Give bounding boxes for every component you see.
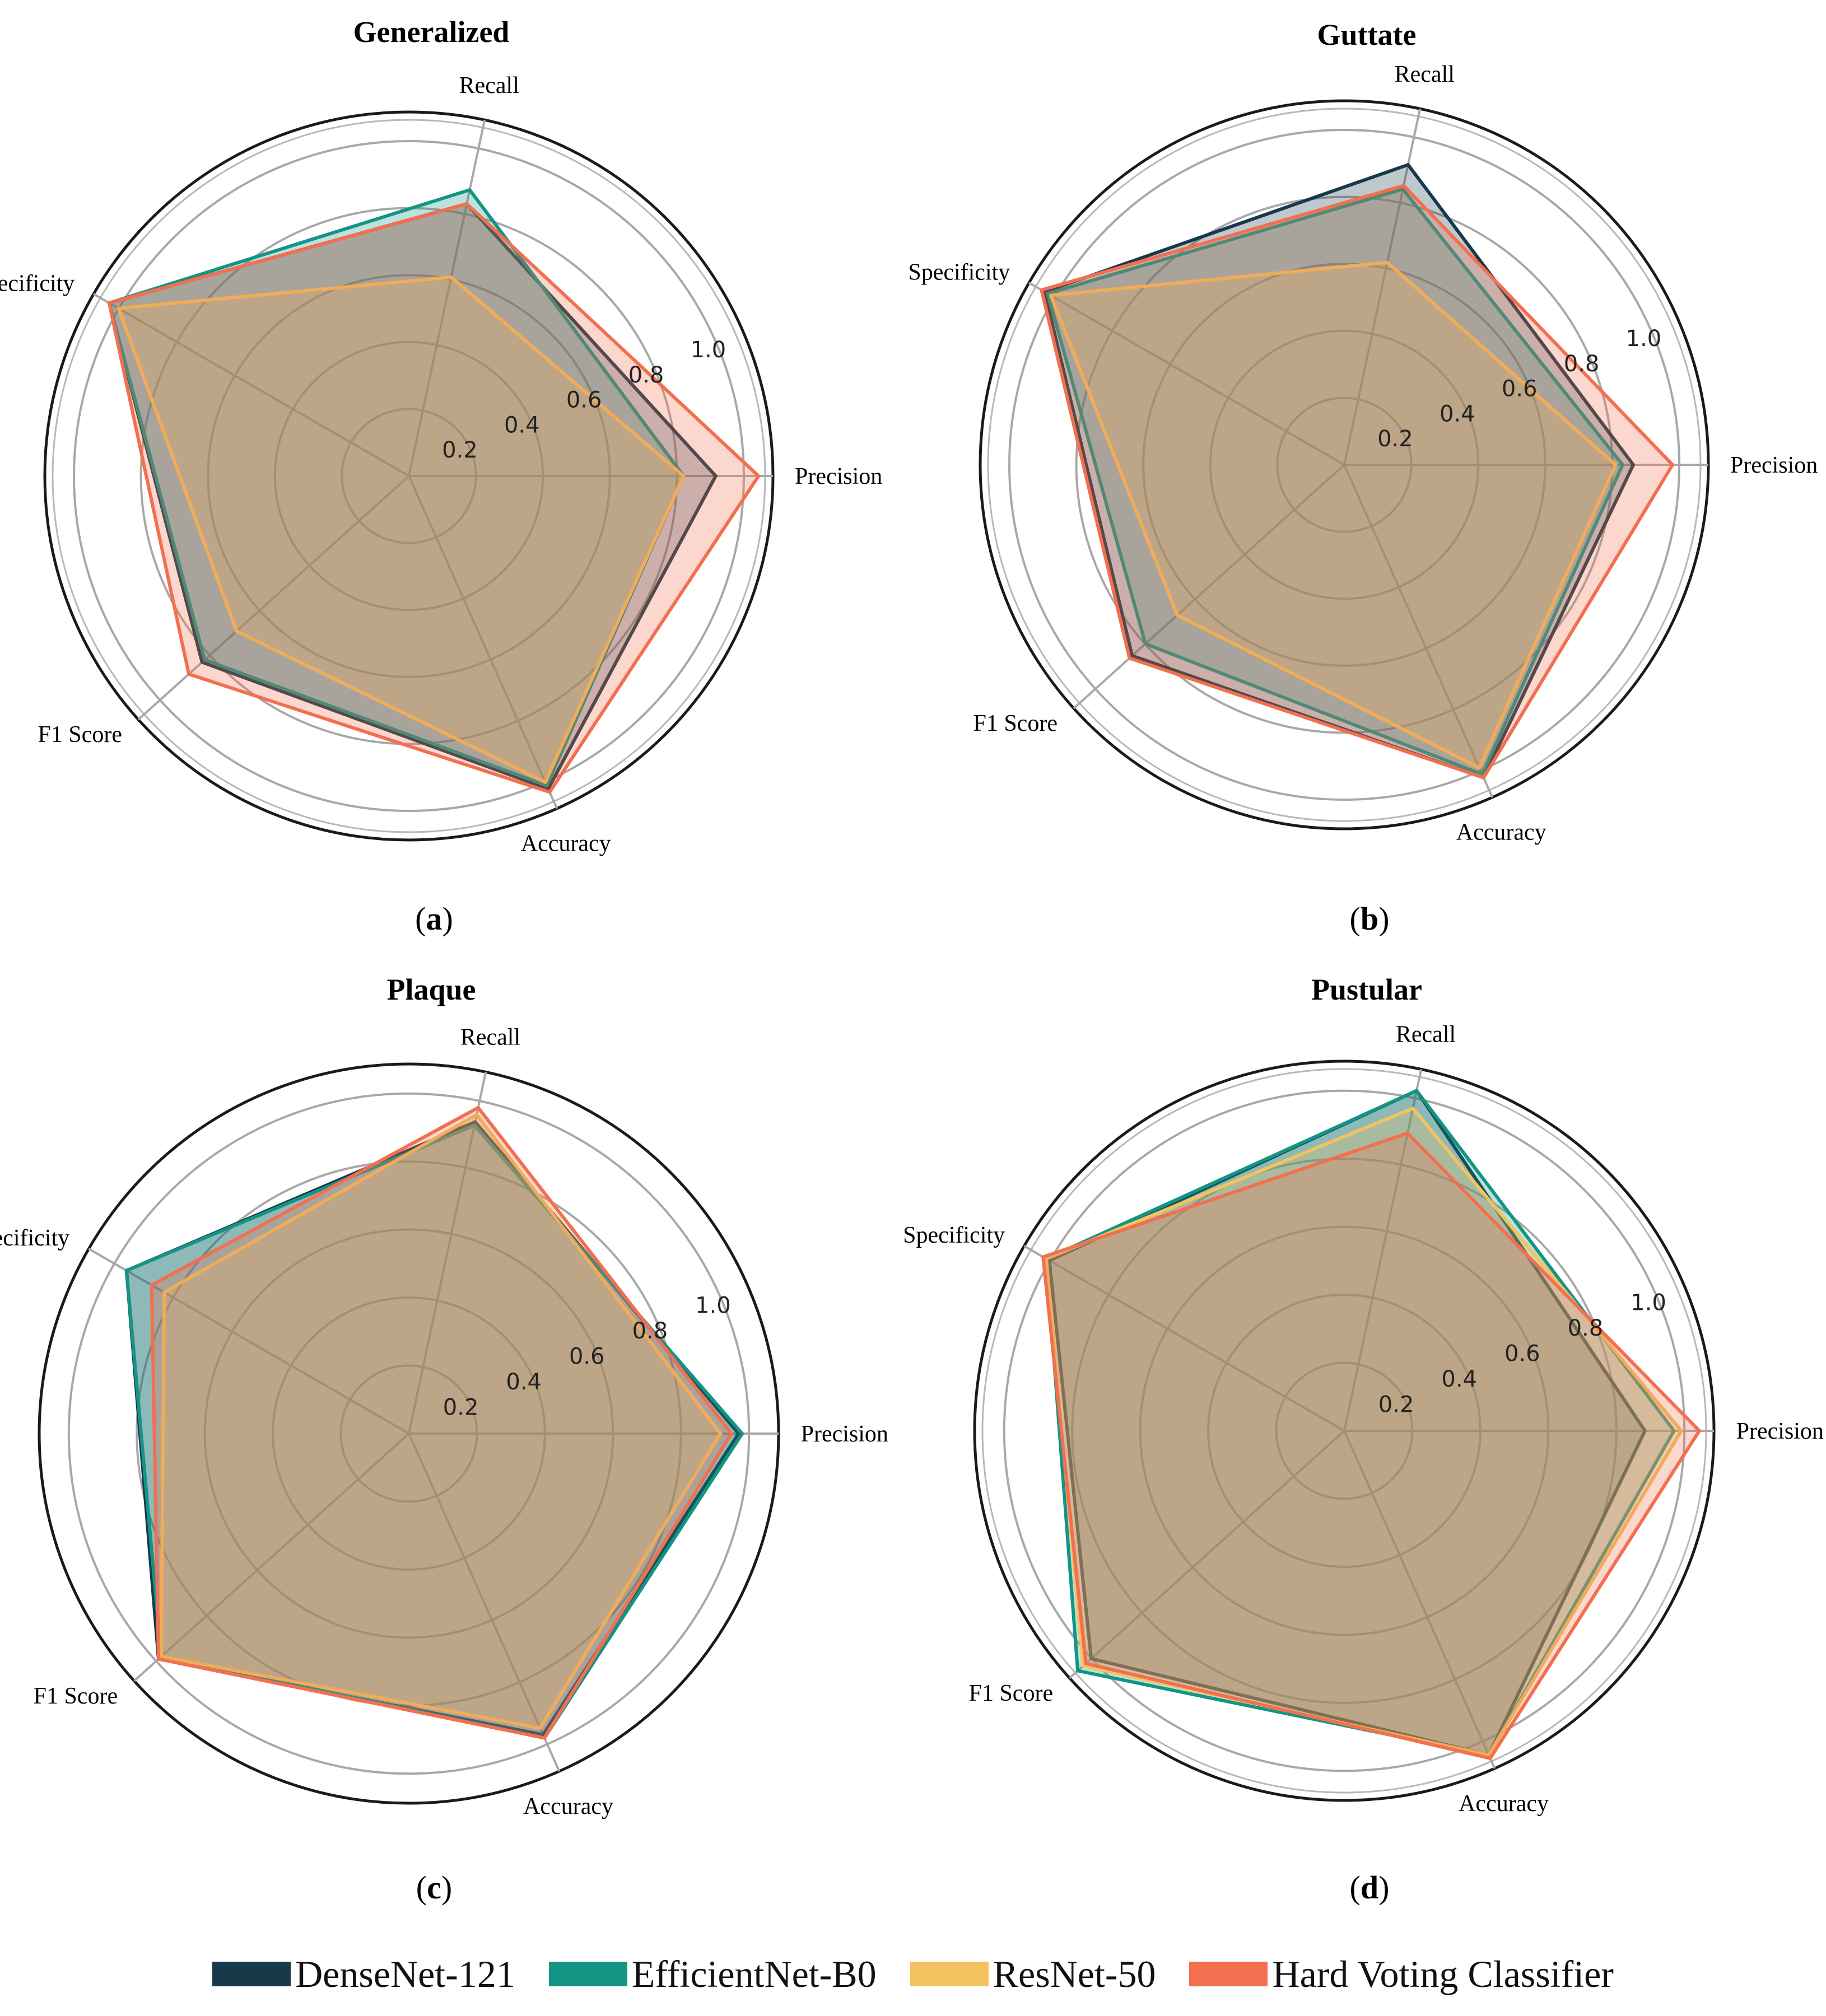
series-resnet-50 xyxy=(117,275,686,785)
legend-swatch xyxy=(1189,1962,1268,1986)
axis-spoke xyxy=(1343,1069,1423,1431)
axis-label-accuracy: Accuracy xyxy=(521,830,611,856)
axis-spoke xyxy=(1343,108,1422,465)
radar-panel-a: Generalized 0.2 0.4 0.6 0.8 1.0 Precision Recal… xyxy=(0,15,882,937)
series-hard-voting-classifier xyxy=(107,202,761,794)
legend-label: EfficientNet-B0 xyxy=(631,1952,877,1995)
panel-letter: (a) xyxy=(415,900,453,937)
axis-spoke xyxy=(93,293,409,477)
axis-spoke xyxy=(1343,464,1494,798)
tick-label: 1.0 xyxy=(695,1293,731,1319)
legend-item-resnet: ResNet-50 xyxy=(910,1952,1156,1996)
axis-label-precision: Precision xyxy=(795,464,882,489)
axis-spoke xyxy=(408,475,558,809)
tick-label: 0.2 xyxy=(1377,426,1413,452)
axis-spoke xyxy=(137,475,410,721)
tick-label: 0.8 xyxy=(1568,1315,1604,1341)
panel-letter: (c) xyxy=(416,1869,452,1906)
axis-spoke xyxy=(1023,1245,1345,1432)
panel-title: Pustular xyxy=(1311,973,1422,1006)
tick-label: 0.2 xyxy=(1378,1392,1414,1418)
tick-label: 1.0 xyxy=(1626,326,1662,352)
legend-item-densenet: DenseNet-121 xyxy=(212,1952,515,1996)
axis-label-precision: Precision xyxy=(801,1421,888,1447)
axis-spoke xyxy=(1343,1430,1496,1769)
tick-label: 0.4 xyxy=(504,412,540,438)
tick-label: 0.6 xyxy=(1502,376,1538,402)
tick-label: 0.8 xyxy=(1564,351,1600,377)
tick-label: 1.0 xyxy=(691,337,726,363)
axis-spoke xyxy=(1028,282,1345,466)
axis-label-f1-score: F1 Score xyxy=(34,1683,118,1709)
tick-label: 0.2 xyxy=(442,437,478,463)
radar-panel-c: Plaque 0.2 0.4 0.6 0.8 1.0 Precision Recall Spec… xyxy=(0,973,888,1906)
legend-swatch xyxy=(548,1962,627,1986)
axis-label-recall: Recall xyxy=(459,73,519,99)
legend-label: ResNet-50 xyxy=(993,1952,1156,1995)
series-densenet-121 xyxy=(1047,1089,1647,1757)
tick-label: 0.4 xyxy=(1441,1366,1477,1392)
legend-swatch xyxy=(212,1962,291,1986)
legend-label: DenseNet-121 xyxy=(295,1952,515,1995)
series-densenet-121 xyxy=(1042,163,1635,780)
axis-label-accuracy: Accuracy xyxy=(1456,819,1546,845)
panel-letter: (b) xyxy=(1350,900,1390,937)
tick-label: 0.8 xyxy=(628,362,664,388)
tick-label: 0.6 xyxy=(569,1344,605,1370)
panel-title: Guttate xyxy=(1317,18,1417,52)
panel-title: Plaque xyxy=(386,973,476,1006)
axis-label-specificity: Specificity xyxy=(903,1222,1005,1248)
axis-label-specificity: Specificity xyxy=(908,260,1010,286)
axis-spoke xyxy=(408,119,486,477)
legend-swatch xyxy=(910,1962,989,1986)
legend-label: Hard Voting Classifier xyxy=(1272,1952,1614,1995)
axis-spoke xyxy=(88,1248,409,1435)
radar-panel-b: Guttate 0.2 0.4 0.6 0.8 1.0 Precision Recall Spe… xyxy=(908,18,1818,937)
panel-letter: (d) xyxy=(1350,1869,1390,1906)
legend-item-hard-voting: Hard Voting Classifier xyxy=(1189,1952,1614,1996)
series-resnet-50 xyxy=(1049,260,1618,770)
axis-spoke xyxy=(133,1432,410,1682)
axis-spoke xyxy=(1073,464,1345,710)
axis-label-specificity: Specificity xyxy=(0,271,74,297)
tick-label: 0.4 xyxy=(1440,401,1475,427)
tick-label: 0.8 xyxy=(632,1318,668,1344)
axis-label-recall: Recall xyxy=(1395,62,1455,87)
axis-spoke xyxy=(1069,1430,1345,1679)
axis-label-accuracy: Accuracy xyxy=(523,1794,613,1819)
series-resnet-50 xyxy=(159,1113,723,1730)
axis-label-f1-score: F1 Score xyxy=(973,711,1058,736)
axis-label-accuracy: Accuracy xyxy=(1459,1791,1549,1817)
axis-label-recall: Recall xyxy=(460,1025,520,1051)
tick-label: 0.2 xyxy=(443,1395,479,1421)
tick-label: 0.4 xyxy=(506,1369,542,1395)
tick-label: 1.0 xyxy=(1631,1290,1666,1316)
axis-label-precision: Precision xyxy=(1736,1418,1824,1444)
axis-spoke xyxy=(408,1072,487,1434)
tick-label: 0.6 xyxy=(1504,1341,1540,1367)
series-hard-voting-classifier xyxy=(150,1105,733,1740)
panel-title: Generalized xyxy=(353,15,510,49)
axis-label-specificity: Specificity xyxy=(0,1225,69,1251)
tick-label: 0.6 xyxy=(566,388,602,413)
series-efficientnet-b0 xyxy=(1046,187,1624,776)
axis-label-f1-score: F1 Score xyxy=(969,1681,1054,1706)
axis-label-recall: Recall xyxy=(1396,1022,1456,1048)
axis-label-precision: Precision xyxy=(1730,452,1818,478)
legend-item-efficientnet: EfficientNet-B0 xyxy=(548,1952,877,1996)
legend: DenseNet-121 EfficientNet-B0 ResNet-50 H… xyxy=(0,1943,1826,2005)
axis-label-f1-score: F1 Score xyxy=(38,722,122,748)
axis-spoke xyxy=(408,1433,561,1772)
radar-panel-d: Pustular 0.2 0.4 0.6 0.8 1.0 Precision Recall Sp… xyxy=(903,973,1824,1906)
series-hard-voting-classifier xyxy=(1040,184,1675,780)
series-hard-voting-classifier xyxy=(1041,1131,1701,1760)
